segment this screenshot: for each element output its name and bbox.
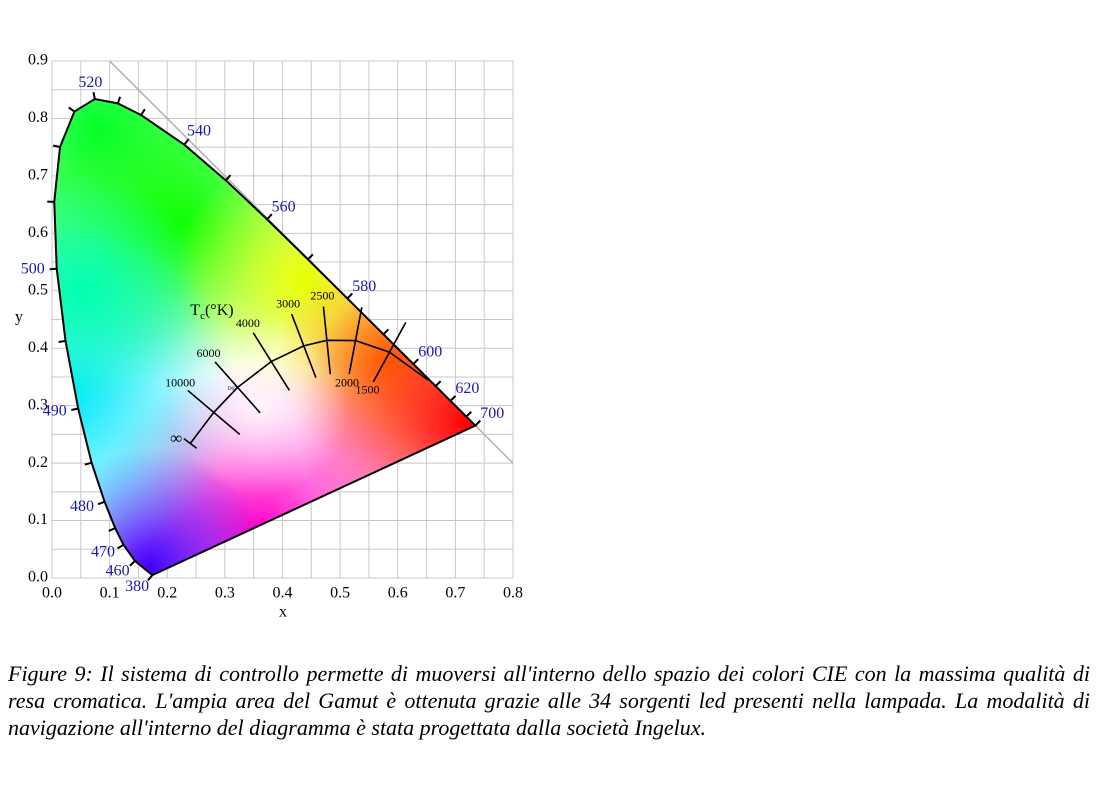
wavelength-tick — [140, 108, 146, 116]
isotemperature-line — [252, 332, 291, 391]
isotemperature-line — [290, 313, 317, 378]
wavelength-tick — [92, 91, 96, 100]
white-point-label: D65 — [228, 387, 237, 392]
wavelength-tick — [129, 560, 136, 567]
temperature-label: 2500 — [310, 288, 334, 302]
wavelength-tick — [382, 328, 390, 336]
wavelength-tick — [225, 174, 232, 181]
figure-caption: Figure 9: Il sistema di controllo permet… — [8, 661, 1090, 740]
wavelength-tick — [434, 380, 442, 387]
isotemperature-line — [322, 306, 332, 375]
wavelength-tick — [465, 410, 472, 418]
wavelength-tick — [84, 461, 92, 466]
temperature-label: 6000 — [196, 346, 220, 360]
tc-label: Tc(°K) — [190, 302, 233, 322]
wavelength-tick — [68, 106, 76, 113]
x-tick-label: 0.7 — [445, 585, 465, 602]
chart: x y 0.0 0.1 0.2 0.3 0.4 0.5 0.6 0.7 0.8 0.0 0.1 0.2… — [15, 52, 523, 621]
y-tick-label: 0.8 — [28, 109, 48, 126]
wavelength-tick — [49, 267, 57, 271]
wavelength-label: 580 — [352, 278, 376, 295]
tc-label-part: c — [200, 309, 205, 321]
y-axis-label: y — [15, 309, 23, 326]
x-tick-label: 0.2 — [157, 585, 177, 602]
isotemperature-line — [372, 321, 407, 383]
isotemperature-line — [214, 361, 261, 414]
y-tick-label: 0.1 — [28, 511, 48, 528]
temperature-label: 4000 — [236, 316, 260, 330]
y-tick-label: 0.0 — [28, 569, 48, 586]
y-tick-label: 0.4 — [28, 339, 48, 356]
y-tick-label: 0.2 — [28, 454, 48, 471]
y-tick-label: 0.5 — [28, 281, 48, 298]
y-tick-label: 0.3 — [28, 396, 48, 413]
wavelength-label: 560 — [272, 198, 296, 215]
wavelength-label: 520 — [78, 74, 102, 91]
wavelength-label: 620 — [455, 380, 479, 397]
wavelength-tick — [449, 395, 457, 402]
wavelength-tick — [346, 292, 353, 300]
x-tick-label: 0.1 — [100, 585, 120, 602]
wavelength-tick — [183, 138, 190, 146]
temperature-label: 2000 — [335, 376, 359, 390]
isotemperature-line — [348, 307, 363, 375]
y-tick-label: 0.9 — [28, 52, 48, 69]
wavelength-tick — [116, 96, 122, 104]
x-tick-label: 0.0 — [42, 585, 62, 602]
temperature-label: 10000 — [165, 376, 195, 390]
tc-label-part: T — [190, 302, 200, 319]
x-tick-label: 0.6 — [388, 585, 408, 602]
wavelength-tick — [307, 253, 314, 261]
x-tick-label: 0.5 — [330, 585, 350, 602]
wavelength-tick — [58, 339, 66, 343]
y-tick-label: 0.7 — [28, 167, 48, 184]
isotemperature-line — [183, 438, 198, 449]
temperature-label: 3000 — [276, 297, 300, 311]
wavelength-tick — [117, 543, 125, 550]
wavelength-label: 490 — [43, 403, 67, 420]
wavelength-label: 460 — [106, 563, 130, 580]
temperature-label: 1500 — [356, 383, 380, 397]
y-tick-label: 0.6 — [28, 224, 48, 241]
wavelength-tick — [412, 358, 419, 365]
wavelength-label: 380 — [125, 578, 149, 595]
wavelength-label: 470 — [91, 544, 115, 561]
wavelength-label: 500 — [21, 261, 45, 278]
wavelength-tick — [52, 144, 61, 149]
wavelength-label: 600 — [418, 343, 442, 360]
x-tick-label: 0.3 — [215, 585, 235, 602]
x-tick-label: 0.8 — [503, 585, 523, 602]
wavelength-label: 700 — [480, 405, 504, 422]
wavelength-tick — [97, 500, 105, 506]
wavelength-tick — [474, 419, 482, 427]
tc-label-part: (°K) — [205, 302, 234, 319]
wavelength-label: 480 — [70, 498, 94, 515]
wavelength-tick — [108, 527, 116, 532]
wavelength-tick — [147, 574, 154, 582]
x-axis-label: x — [279, 604, 287, 621]
x-tick-label: 0.4 — [273, 585, 293, 602]
isotemperature-line — [187, 389, 241, 435]
wavelength-tick — [71, 407, 79, 411]
temperature-label: ∞ — [170, 428, 182, 447]
wavelength-label: 540 — [187, 123, 211, 140]
wavelength-tick — [266, 213, 273, 220]
